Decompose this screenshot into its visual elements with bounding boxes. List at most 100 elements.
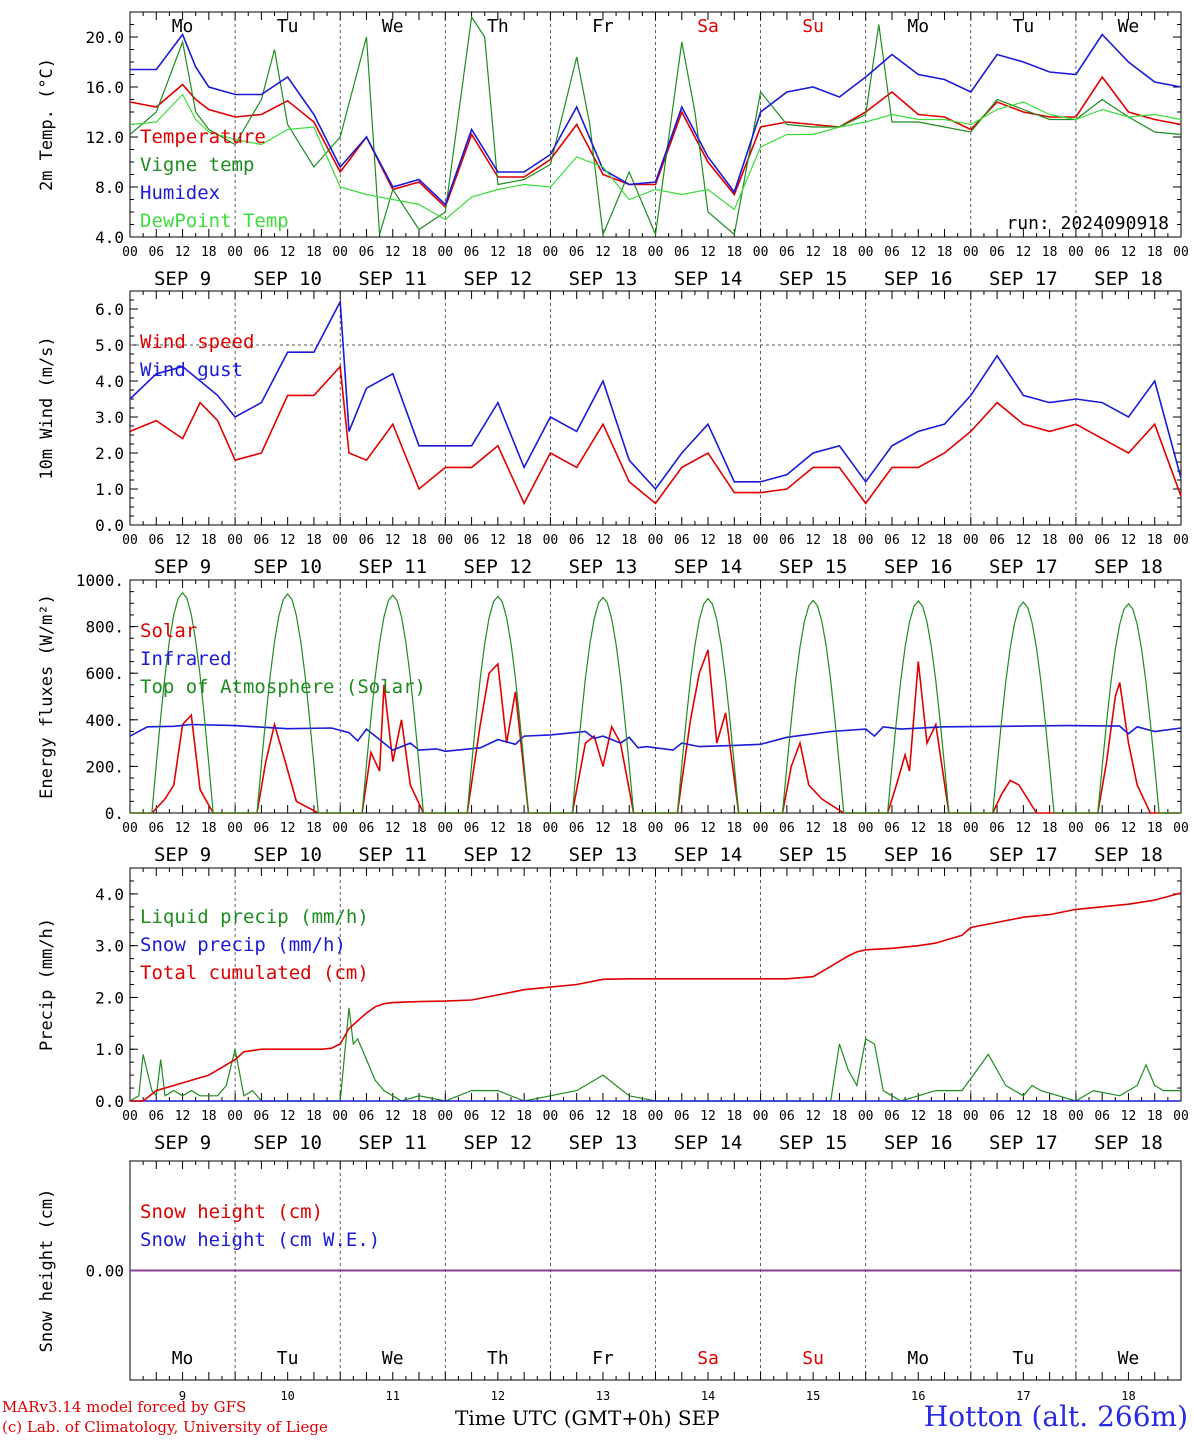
y-tick-label: 4.0 [95, 228, 124, 247]
hour-tick-label: 12 [385, 245, 401, 260]
hour-tick-label: 06 [359, 245, 375, 260]
hour-tick-label: 06 [464, 533, 480, 548]
y-tick-label: 200. [85, 757, 124, 776]
date-label: SEP 18 [1094, 268, 1163, 290]
date-label: SEP 11 [358, 268, 427, 290]
station-name: Hotton (alt. 266m) [923, 1400, 1188, 1433]
hour-tick-label: 12 [910, 245, 926, 260]
hour-tick-label: 00 [227, 245, 243, 260]
hour-tick-label: 18 [621, 821, 637, 836]
y-tick-label: 6.0 [95, 300, 124, 319]
hour-tick-label: 12 [490, 821, 506, 836]
chart-panel-3: 0. 200. 400. 600. 800. 1000. Energy fluxes (W/… [37, 571, 1189, 866]
hour-tick-label: 12 [280, 245, 296, 260]
date-label: SEP 16 [884, 556, 953, 578]
hour-tick-label: 18 [726, 245, 742, 260]
date-label: SEP 14 [674, 1132, 743, 1154]
hour-tick-label: 18 [306, 1109, 322, 1124]
hour-tick-label: 00 [648, 1109, 664, 1124]
hour-tick-label: 12 [910, 533, 926, 548]
series-line-vigne-temp [129, 15, 1182, 237]
hour-tick-label: 18 [1147, 533, 1163, 548]
hour-tick-label: 12 [700, 533, 716, 548]
hour-tick-label: 00 [753, 533, 769, 548]
day-label: Sa [697, 1348, 719, 1369]
chart-panel-2: 0.0 1.0 2.0 3.0 4.0 5.0 6.0 10m Wind (m/s) Wind … [37, 290, 1189, 578]
date-label: SEP 15 [779, 844, 848, 866]
hour-tick-label: 06 [254, 245, 270, 260]
credit-model: MARv3.14 model forced by GFS [2, 1398, 247, 1416]
hour-tick-label: 06 [569, 245, 585, 260]
date-label: SEP 13 [569, 844, 638, 866]
hour-tick-label: 12 [175, 533, 191, 548]
hour-tick-label: 06 [359, 1109, 375, 1124]
date-label: SEP 12 [464, 556, 533, 578]
date-label: SEP 13 [569, 556, 638, 578]
hour-tick-label: 18 [1042, 533, 1058, 548]
hour-tick-label: 18 [201, 533, 217, 548]
y-tick-label: 800. [85, 618, 124, 637]
day-number: 10 [280, 1389, 294, 1403]
hour-tick-label: 12 [490, 245, 506, 260]
hour-tick-label: 18 [1042, 821, 1058, 836]
hour-tick-label: 18 [306, 245, 322, 260]
hour-tick-label: 00 [753, 1109, 769, 1124]
hour-tick-label: 00 [227, 821, 243, 836]
series-line-top-of-atmosphere-solar- [130, 591, 1181, 814]
date-label: SEP 14 [674, 556, 743, 578]
hour-tick-label: 00 [963, 533, 979, 548]
hour-tick-label: 18 [1147, 821, 1163, 836]
hour-tick-label: 06 [779, 821, 795, 836]
date-label: SEP 15 [779, 556, 848, 578]
y-tick-label: 2.0 [95, 988, 124, 1007]
y-axis-title: Snow height (cm) [37, 1189, 57, 1353]
day-label: Fr [592, 1348, 614, 1369]
hour-tick-label: 12 [280, 1109, 296, 1124]
day-label: We [1118, 1348, 1140, 1369]
series-line-wind-gust [129, 298, 1182, 491]
day-label: Sa [697, 16, 719, 37]
date-label: SEP 13 [569, 268, 638, 290]
hour-tick-label: 00 [753, 245, 769, 260]
date-label: SEP 10 [253, 268, 322, 290]
hour-tick-label: 12 [385, 1109, 401, 1124]
y-tick-label: 0. [105, 804, 124, 823]
date-label: SEP 12 [464, 268, 533, 290]
hour-tick-label: 00 [122, 245, 138, 260]
hour-tick-label: 00 [332, 245, 348, 260]
y-tick-label: 3.0 [95, 408, 124, 427]
date-label: SEP 9 [154, 1132, 211, 1154]
hour-tick-label: 00 [437, 821, 453, 836]
date-label: SEP 11 [358, 1132, 427, 1154]
hour-tick-label: 00 [543, 821, 559, 836]
hour-tick-label: 18 [621, 533, 637, 548]
hour-tick-label: 12 [385, 533, 401, 548]
hour-tick-label: 06 [569, 821, 585, 836]
y-tick-label: 1.0 [95, 480, 124, 499]
hour-tick-label: 00 [1068, 533, 1084, 548]
hour-tick-label: 06 [359, 533, 375, 548]
hour-tick-label: 12 [1121, 533, 1137, 548]
date-label: SEP 13 [569, 1132, 638, 1154]
y-tick-label: 4.0 [95, 372, 124, 391]
date-label: SEP 12 [464, 844, 533, 866]
date-label: SEP 10 [253, 556, 322, 578]
hour-tick-label: 18 [411, 821, 427, 836]
hour-tick-label: 12 [805, 533, 821, 548]
date-label: SEP 11 [358, 556, 427, 578]
hour-tick-label: 00 [963, 245, 979, 260]
hour-tick-label: 18 [411, 245, 427, 260]
hour-tick-label: 12 [1016, 245, 1032, 260]
hour-tick-label: 18 [832, 821, 848, 836]
hour-tick-label: 06 [148, 533, 164, 548]
legend-entry: Wind gust [140, 359, 243, 381]
y-axis-title: Energy fluxes (W/m²) [37, 594, 57, 799]
hour-tick-label: 12 [490, 533, 506, 548]
date-label: SEP 15 [779, 1132, 848, 1154]
run-annotation: run: 2024090918 [1006, 213, 1169, 234]
day-number: 14 [701, 1389, 715, 1403]
date-label: SEP 14 [674, 268, 743, 290]
hour-tick-label: 18 [726, 821, 742, 836]
hour-tick-label: 12 [805, 245, 821, 260]
hour-tick-label: 18 [937, 1109, 953, 1124]
